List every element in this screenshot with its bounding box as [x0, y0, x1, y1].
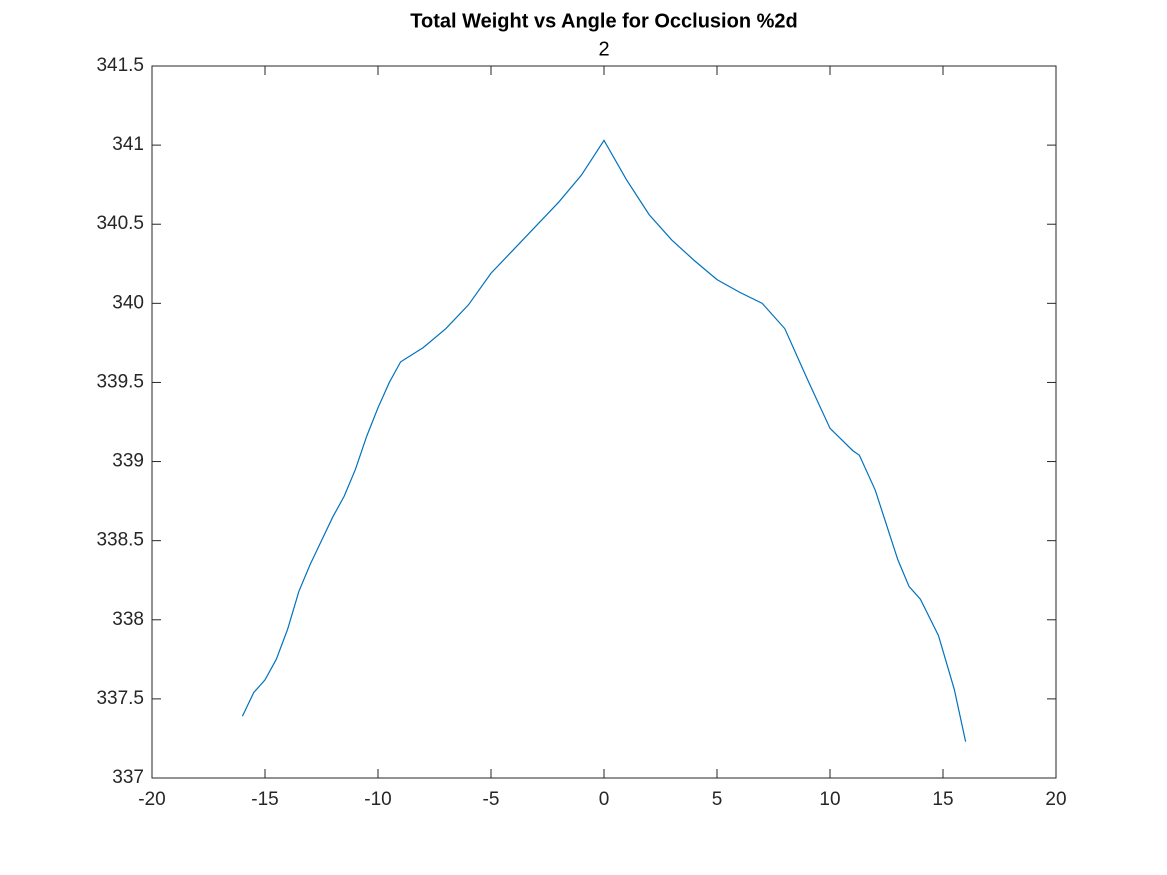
x-tick-label: -10: [364, 789, 391, 810]
x-tick-label: -20: [138, 789, 165, 810]
y-tick-label: 337: [112, 767, 144, 788]
x-tick-label: 20: [1045, 789, 1066, 810]
y-tick-label: 339: [112, 451, 144, 472]
y-tick-label: 341.5: [96, 55, 144, 76]
chart-subtitle: 2: [598, 38, 609, 60]
x-tick-label: -15: [251, 789, 278, 810]
y-tick-label: 340: [112, 292, 144, 313]
y-tick-label: 341: [112, 134, 144, 155]
y-tick-label: 340.5: [96, 213, 144, 234]
x-tick-label: 15: [932, 789, 953, 810]
x-tick-label: 10: [819, 789, 840, 810]
x-tick-label: -5: [483, 789, 500, 810]
line: [241, 139, 967, 742]
y-tick-label: 339.5: [96, 371, 144, 392]
chart-title: Total Weight vs Angle for Occlusion %2d: [410, 10, 797, 32]
y-tick-label: 337.5: [96, 688, 144, 709]
x-tick-label: 5: [712, 789, 723, 810]
y-tick-label: 338: [112, 609, 144, 630]
x-tick-label: 0: [599, 789, 610, 810]
y-tick-label: 338.5: [96, 530, 144, 551]
